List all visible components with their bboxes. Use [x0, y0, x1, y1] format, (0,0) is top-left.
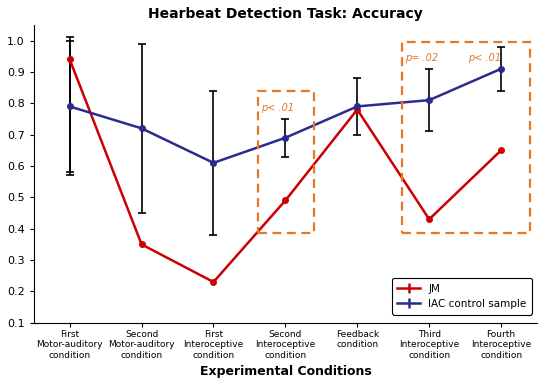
X-axis label: Experimental Conditions: Experimental Conditions — [200, 365, 371, 378]
Bar — [258, 91, 314, 233]
Legend: JM, IAC control sample: JM, IAC control sample — [392, 278, 532, 315]
Title: Hearbeat Detection Task: Accuracy: Hearbeat Detection Task: Accuracy — [148, 7, 423, 21]
Text: p= .02: p= .02 — [405, 53, 438, 63]
Text: p< .01: p< .01 — [468, 53, 501, 63]
Bar — [402, 42, 530, 233]
Text: p< .01: p< .01 — [261, 103, 294, 113]
